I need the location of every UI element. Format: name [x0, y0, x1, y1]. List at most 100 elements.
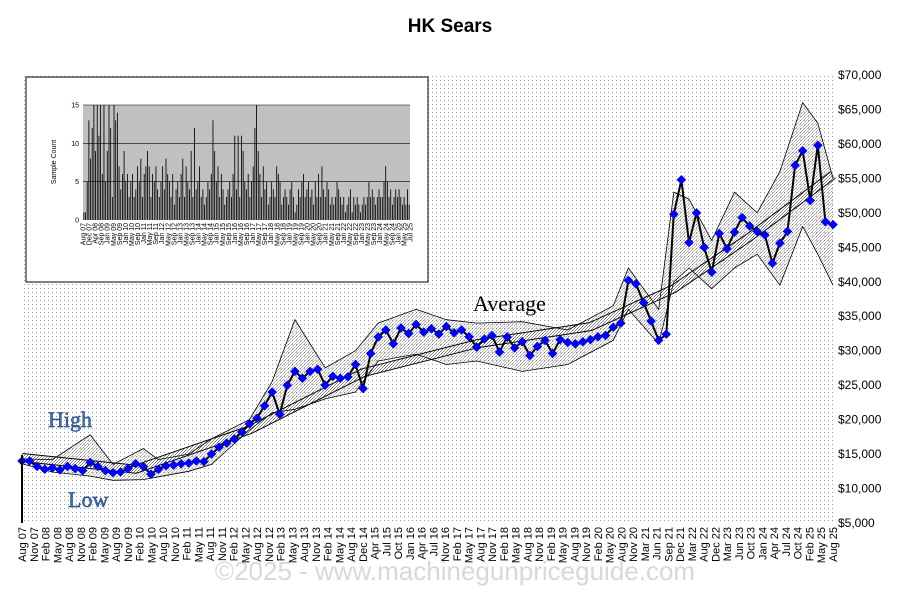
- inset-x-tick: Sep 13: [190, 223, 197, 245]
- inset-bar: [137, 166, 138, 220]
- inset-x-tick: May 20: [311, 223, 318, 246]
- inset-bar: [338, 189, 340, 220]
- inset-bar: [376, 197, 378, 220]
- inset-bar: [350, 189, 351, 220]
- inset-bar: [277, 174, 279, 220]
- inset-x-tick: Sep 15: [226, 223, 233, 245]
- inset-bar: [95, 151, 96, 220]
- x-tick-label: Oct 15: [393, 527, 405, 559]
- y-tick-label: $30,000: [838, 344, 882, 358]
- y-tick-label: $5,000: [838, 516, 875, 530]
- inset-bar: [118, 166, 120, 220]
- x-tick-label: May 11: [193, 527, 205, 562]
- inset-bar: [142, 197, 143, 220]
- average-point: [759, 230, 770, 240]
- x-tick-label: Jun 23: [734, 527, 746, 560]
- inset-bar: [368, 181, 370, 220]
- average-point: [578, 336, 588, 347]
- average-point: [608, 322, 619, 333]
- inset-x-tick: May 25: [401, 223, 408, 246]
- average-point: [236, 427, 247, 437]
- chart-title: HK Sears: [408, 16, 493, 37]
- inset-bar: [324, 197, 326, 220]
- inset-bar: [361, 204, 363, 220]
- inset-bar: [380, 197, 382, 220]
- inset-x-tick: May 16: [238, 223, 245, 246]
- average-point: [350, 359, 361, 370]
- inset-bar: [212, 120, 214, 220]
- average-point: [290, 366, 300, 377]
- average-point: [828, 219, 838, 230]
- inset-bar: [236, 189, 237, 220]
- x-tick-label: Mar 21: [640, 527, 652, 561]
- inset-bar: [304, 197, 306, 220]
- average-point: [55, 465, 65, 475]
- average-point: [699, 242, 710, 253]
- average-point: [631, 278, 641, 289]
- inset-bar: [345, 212, 346, 220]
- average-point: [729, 227, 740, 237]
- inset-x-tick: Jan 17: [250, 223, 257, 244]
- inset-bar: [241, 135, 242, 220]
- average-point: [191, 456, 202, 466]
- average-point: [229, 434, 240, 444]
- inset-bar: [143, 174, 145, 220]
- inset-bar: [301, 181, 303, 220]
- inset-bar: [210, 174, 212, 220]
- inset-x-tick: May 18: [274, 223, 281, 246]
- average-point: [547, 348, 558, 359]
- inset-x-tick: Jan 13: [177, 223, 184, 244]
- inset-bar: [172, 174, 174, 220]
- inset-bar: [93, 105, 95, 220]
- x-tick-label: Aug 10: [158, 527, 170, 562]
- x-tick-label: Feb 11: [182, 527, 194, 560]
- average-point: [487, 330, 497, 341]
- x-tick-label: Oct 24: [793, 527, 805, 559]
- average-point: [585, 334, 596, 345]
- inset-bar: [373, 197, 375, 220]
- inset-x-tick: Jan 18: [268, 223, 275, 244]
- inset-bar: [329, 204, 331, 220]
- x-tick-label: Apr 24: [769, 527, 781, 559]
- inset-bar: [299, 197, 301, 220]
- average-point: [267, 387, 277, 397]
- inset-bar: [145, 166, 147, 220]
- inset-x-tick: Dec 07: [87, 223, 94, 245]
- inset-bar: [120, 189, 122, 220]
- x-tick-label: Aug 09: [111, 527, 123, 562]
- average-point: [464, 332, 475, 342]
- inset-bar: [408, 204, 410, 220]
- inset-bar: [179, 197, 180, 220]
- inset-bar: [96, 105, 98, 220]
- inset-bar: [207, 181, 209, 220]
- average-point: [623, 275, 634, 286]
- inset-bar: [314, 181, 316, 220]
- inset-bar: [105, 181, 107, 220]
- x-tick-label: Nov 11: [217, 527, 229, 561]
- inset-x-tick: Jan 11: [141, 223, 148, 244]
- average-point: [176, 458, 187, 469]
- inset-y-tick: 5: [75, 179, 79, 186]
- inset-x-tick: Sep 11: [153, 223, 160, 245]
- inset-bar: [194, 128, 195, 220]
- inset-bar: [403, 197, 405, 220]
- x-tick-label: Aug 12: [252, 527, 264, 562]
- inset-bar: [390, 189, 392, 220]
- inset-bar: [282, 197, 284, 220]
- x-tick-label: Feb 09: [88, 527, 100, 561]
- average-point: [214, 442, 224, 453]
- inset-x-tick: Sep 18: [280, 223, 287, 245]
- inset-y-tick: 15: [71, 103, 79, 110]
- inset-bar: [267, 204, 269, 220]
- inset-bar: [363, 197, 365, 220]
- average-point: [32, 461, 43, 472]
- inset-bar: [185, 166, 187, 220]
- inset-bar: [202, 189, 204, 220]
- inset-bar: [318, 174, 320, 220]
- x-tick-label: May 25: [816, 527, 828, 563]
- average-point: [320, 380, 331, 391]
- inset-bar: [356, 197, 358, 220]
- inset-bar: [358, 204, 360, 220]
- inset-bar: [308, 181, 309, 220]
- x-tick-label: May 13: [287, 527, 299, 563]
